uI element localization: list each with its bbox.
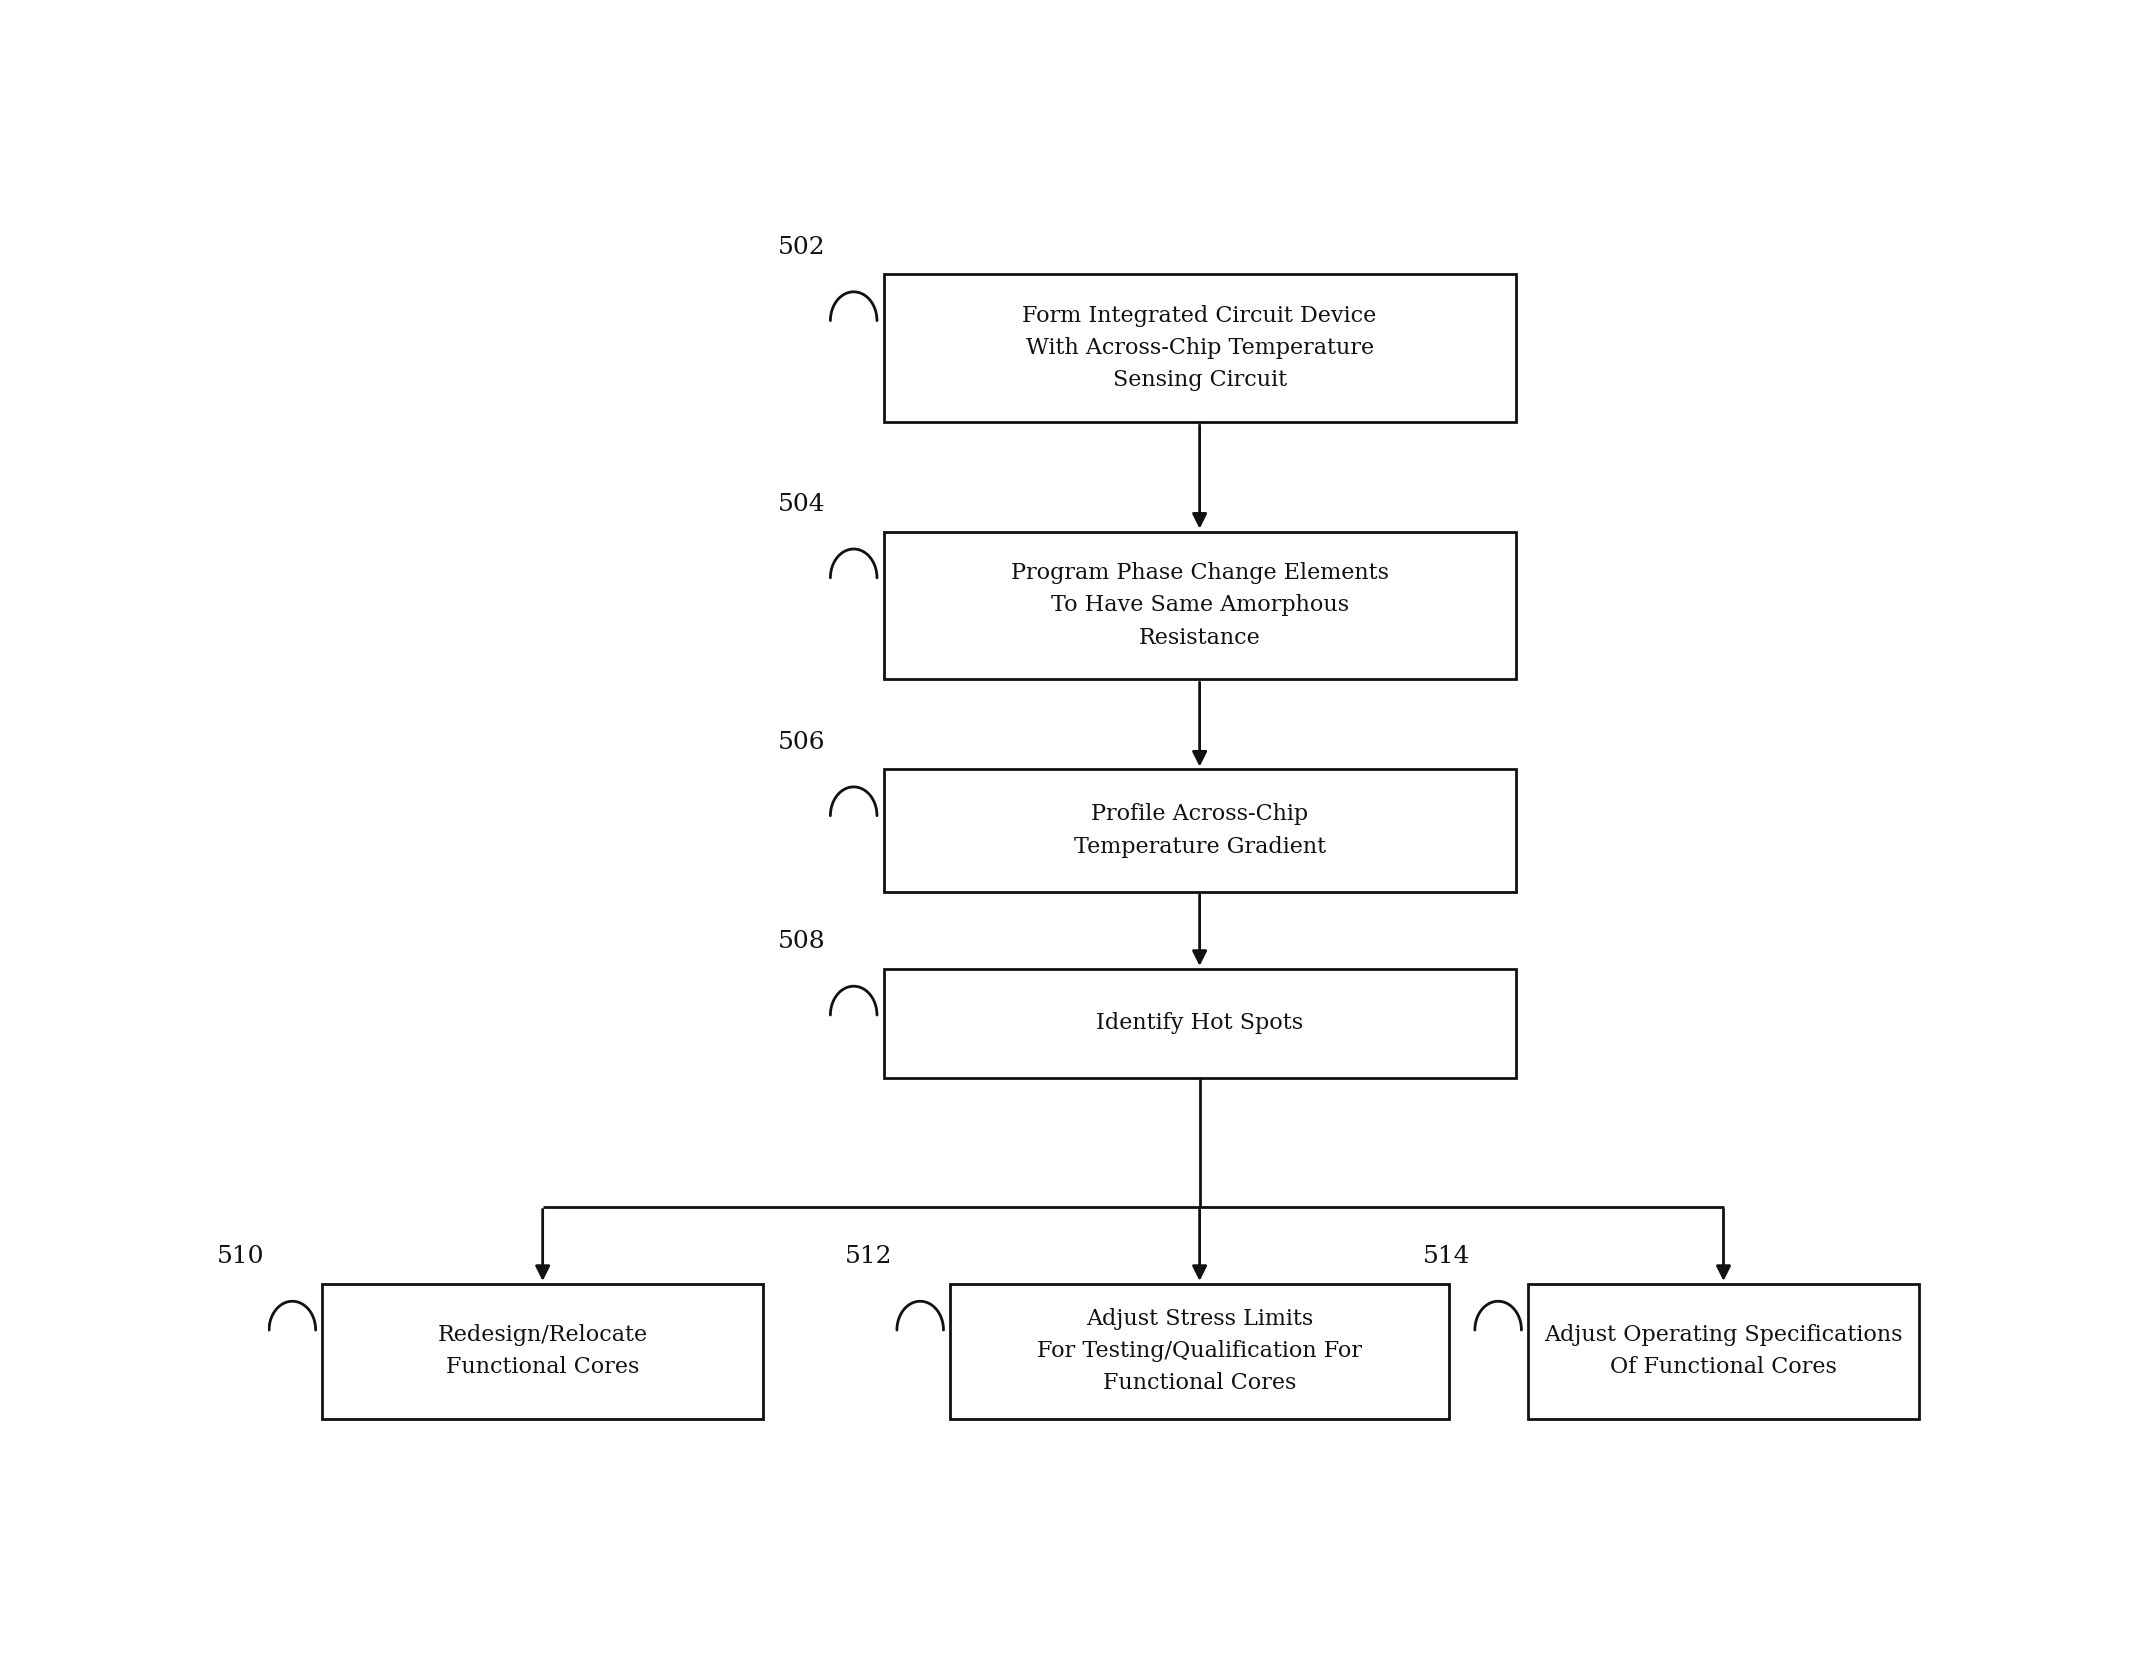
Text: Form Integrated Circuit Device
With Across-Chip Temperature
Sensing Circuit: Form Integrated Circuit Device With Acro…: [1021, 306, 1378, 391]
Text: 514: 514: [1423, 1246, 1470, 1268]
Bar: [884, 274, 1515, 423]
Text: 508: 508: [777, 930, 826, 954]
Bar: [884, 531, 1515, 680]
Text: Adjust Operating Specifications
Of Functional Cores: Adjust Operating Specifications Of Funct…: [1545, 1324, 1904, 1378]
Text: Redesign/Relocate
Functional Cores: Redesign/Relocate Functional Cores: [438, 1324, 648, 1378]
Text: 506: 506: [777, 731, 826, 753]
Text: 510: 510: [217, 1246, 264, 1268]
Text: 502: 502: [777, 235, 826, 259]
Text: Program Phase Change Elements
To Have Same Amorphous
Resistance: Program Phase Change Elements To Have Sa…: [1011, 563, 1388, 648]
Text: Adjust Stress Limits
For Testing/Qualification For
Functional Cores: Adjust Stress Limits For Testing/Qualifi…: [1037, 1308, 1363, 1394]
Bar: [884, 770, 1515, 892]
Bar: [322, 1284, 764, 1420]
Text: 504: 504: [777, 493, 826, 516]
Bar: [1528, 1284, 1919, 1420]
Text: Identify Hot Spots: Identify Hot Spots: [1097, 1012, 1303, 1034]
Text: 512: 512: [843, 1246, 893, 1268]
Bar: [951, 1284, 1449, 1420]
Text: Profile Across-Chip
Temperature Gradient: Profile Across-Chip Temperature Gradient: [1073, 803, 1326, 858]
Bar: [884, 969, 1515, 1079]
